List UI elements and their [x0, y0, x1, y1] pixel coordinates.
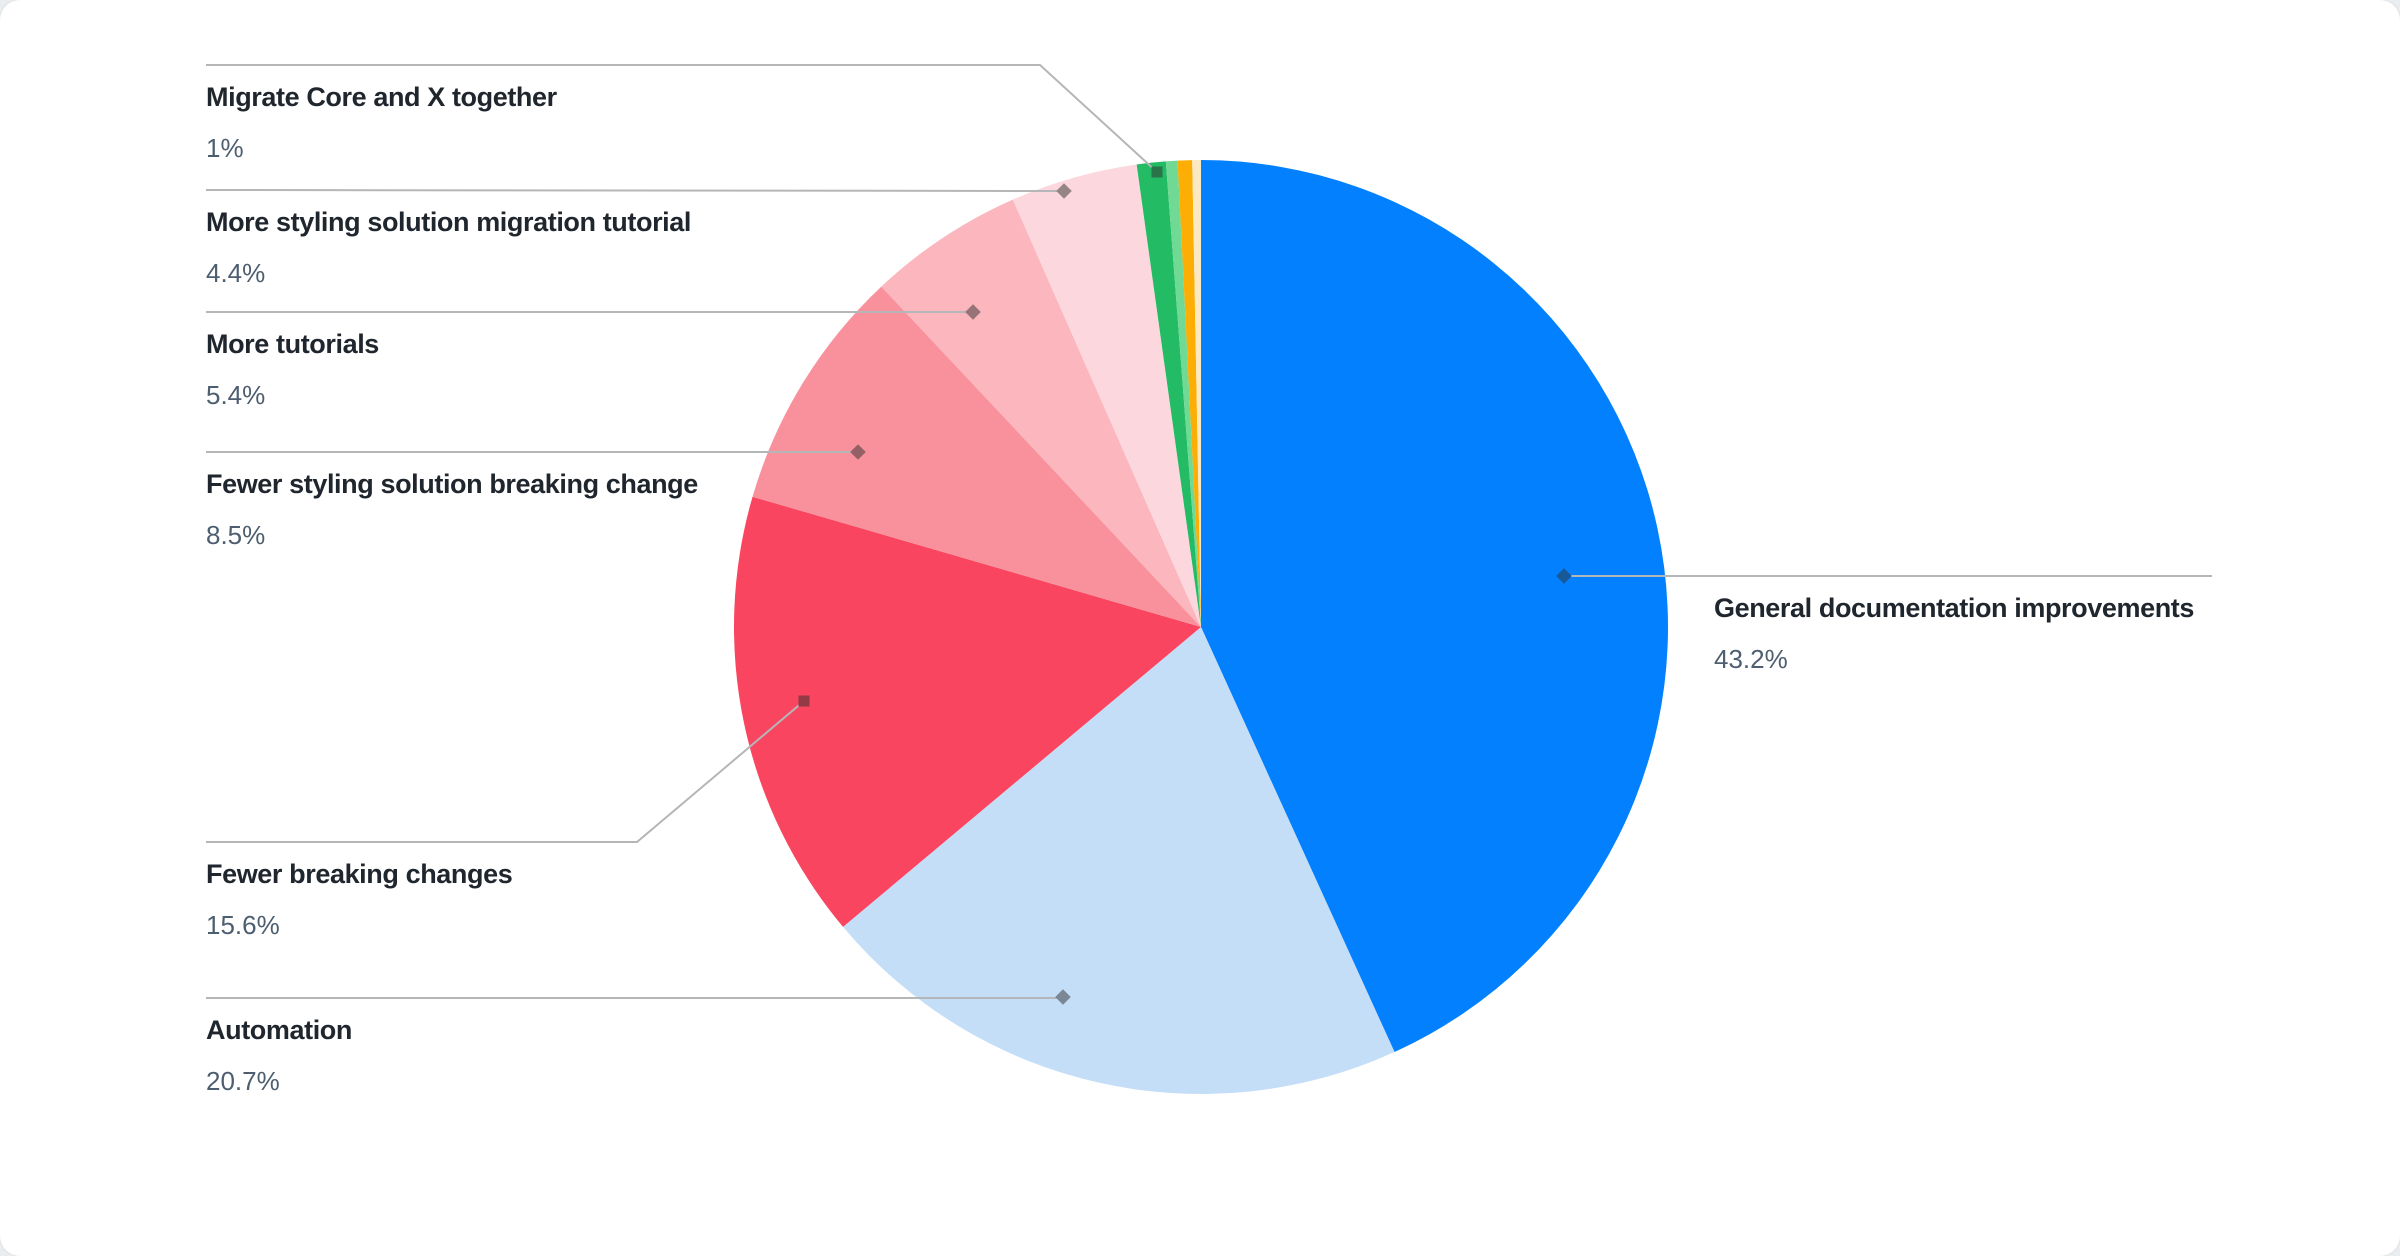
- slice-label-value: 15.6%: [206, 910, 280, 940]
- slice-label-value: 20.7%: [206, 1066, 280, 1096]
- slice-label-title: Fewer styling solution breaking change: [206, 469, 698, 499]
- slice-label-title: General documentation improvements: [1714, 593, 2195, 623]
- slice-label-general-documentation-improvements: General documentation improvements 43.2%: [1714, 593, 2194, 674]
- leader-line-migrate-core-and-x-together: [206, 64, 1158, 173]
- pie-slice-more-styling-solution-migration-tutorial[interactable]: [1012, 164, 1201, 627]
- leader-line-more-styling-solution-migration-tutorial: [205, 189, 1065, 192]
- pie-slice-migrate-core-and-x-together[interactable]: [1136, 161, 1201, 627]
- pie-slice-fewer-styling-solution-breaking-change[interactable]: [752, 286, 1201, 627]
- leader-dot-fewer-breaking-changes: [798, 695, 810, 707]
- slice-label-title: More tutorials: [206, 329, 379, 359]
- leader-dot-more-styling-solution-migration-tutorial: [1056, 183, 1072, 199]
- pie-slice-fewer-breaking-changes[interactable]: [733, 496, 1201, 927]
- pie-slice-automation[interactable]: [843, 627, 1395, 1094]
- slice-label-more-tutorials: More tutorials 5.4%: [206, 329, 379, 410]
- slice-label-title: More styling solution migration tutorial: [206, 207, 692, 237]
- slice-label-automation: Automation 20.7%: [206, 1015, 352, 1096]
- leader-dot-general-documentation-improvements: [1556, 568, 1572, 584]
- leader-line-fewer-breaking-changes: [206, 700, 805, 843]
- slice-label-value: 4.4%: [206, 258, 266, 288]
- slice-label-value: 43.2%: [1714, 644, 1788, 674]
- pie-slice-more-tutorials[interactable]: [881, 199, 1201, 627]
- slice-label-value: 8.5%: [206, 520, 266, 550]
- slice-label-more-styling-solution-migration-tutorial: More styling solution migration tutorial…: [206, 207, 691, 288]
- leader-dot-automation: [1055, 989, 1071, 1005]
- slice-label-title: Fewer breaking changes: [206, 859, 513, 889]
- slice-label-value: 1%: [206, 133, 244, 163]
- slice-label-fewer-breaking-changes: Fewer breaking changes 15.6%: [206, 859, 513, 940]
- slice-label-fewer-styling-solution-breaking-change: Fewer styling solution breaking change 8.…: [206, 469, 698, 550]
- pie-slice-unlabeled[interactable]: [1177, 160, 1201, 627]
- leader-dot-migrate-core-and-x-together: [1151, 166, 1163, 178]
- slice-label-title: Migrate Core and X together: [206, 82, 557, 112]
- pie-slice-general-documentation-improvements[interactable]: [1201, 160, 1668, 1053]
- slice-label-value: 5.4%: [206, 380, 266, 410]
- pie-slice-unlabeled[interactable]: [1192, 159, 1201, 627]
- slice-label-migrate-core-and-x-together: Migrate Core and X together 1%: [206, 82, 557, 163]
- pie-slice-unlabeled[interactable]: [1165, 160, 1201, 627]
- slice-label-title: Automation: [206, 1015, 352, 1045]
